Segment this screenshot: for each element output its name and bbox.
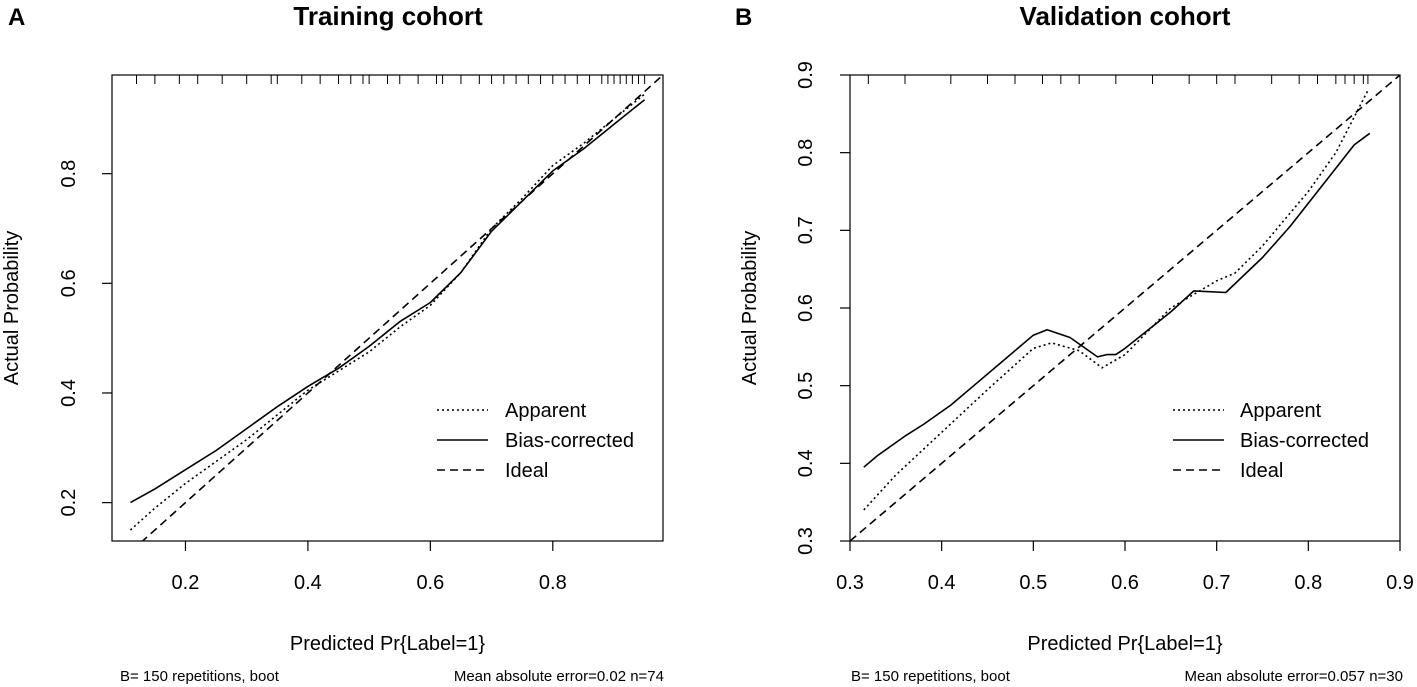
x-tick-label: 0.4 — [294, 572, 322, 594]
series-line-bias-corrected — [863, 132, 1371, 468]
calibration-panel-a: A Training cohort 0.2 0.4 0.6 0.8 0.2 0.4 0.6 0.8… — [1, 1, 664, 685]
chart-title: Validation cohort — [1020, 1, 1231, 31]
x-axis-title: Predicted Pr{Label=1} — [290, 633, 485, 655]
y-axis-title: Actual Probability — [1, 231, 23, 386]
y-tick-label: 0.8 — [795, 139, 817, 167]
y-axis-title: Actual Probability — [739, 231, 761, 386]
series-line-ideal — [850, 75, 1400, 541]
x-tick-label: 0.9 — [1386, 572, 1414, 594]
series-line-bias-corrected — [130, 99, 646, 504]
chart-title: Training cohort — [293, 1, 483, 31]
legend-label: Bias-corrected — [505, 430, 634, 452]
x-axis-title: Predicted Pr{Label=1} — [1027, 633, 1222, 655]
footnote-right: Mean absolute error=0.02 n=74 — [454, 668, 664, 685]
legend: Apparent Bias-corrected Ideal — [437, 400, 634, 482]
legend: Apparent Bias-corrected Ideal — [1173, 400, 1369, 482]
x-tick-label: 0.5 — [1019, 572, 1047, 594]
legend-label: Ideal — [505, 460, 548, 482]
x-tick-label: 0.8 — [1294, 572, 1322, 594]
series-line-ideal — [141, 75, 663, 541]
y-tick-label: 0.6 — [58, 269, 80, 297]
y-tick-label: 0.4 — [795, 449, 817, 477]
x-tick-label: 0.8 — [539, 572, 567, 594]
legend-label: Bias-corrected — [1240, 430, 1369, 452]
y-tick-label: 0.7 — [795, 216, 817, 244]
y-tick-label: 0.8 — [58, 160, 80, 188]
x-tick-label: 0.7 — [1203, 572, 1231, 594]
legend-label: Apparent — [505, 400, 587, 422]
legend-label: Apparent — [1240, 400, 1322, 422]
panel-letter: A — [8, 4, 25, 31]
y-tick-label: 0.3 — [795, 527, 817, 555]
footnote-left: B= 150 repetitions, boot — [120, 668, 280, 685]
panel-letter: B — [735, 4, 752, 31]
footnote-left: B= 150 repetitions, boot — [851, 668, 1011, 685]
calibration-panel-b: B Validation cohort 0.3 0.4 0.5 0.6 0.7 0.8 0.9 0… — [735, 1, 1414, 685]
x-tick-label: 0.3 — [836, 572, 864, 594]
x-tick-label: 0.2 — [172, 572, 200, 594]
y-tick-label: 0.9 — [795, 61, 817, 89]
y-tick-label: 0.6 — [795, 294, 817, 322]
x-tick-label: 0.6 — [1111, 572, 1139, 594]
x-tick-label: 0.6 — [416, 572, 444, 594]
y-tick-label: 0.4 — [58, 379, 80, 407]
footnote-right: Mean absolute error=0.057 n=30 — [1185, 668, 1404, 685]
legend-label: Ideal — [1240, 460, 1283, 482]
series-line-apparent — [863, 90, 1369, 511]
y-tick-label: 0.2 — [58, 489, 80, 517]
y-tick-label: 0.5 — [795, 372, 817, 400]
x-tick-label: 0.4 — [928, 572, 956, 594]
